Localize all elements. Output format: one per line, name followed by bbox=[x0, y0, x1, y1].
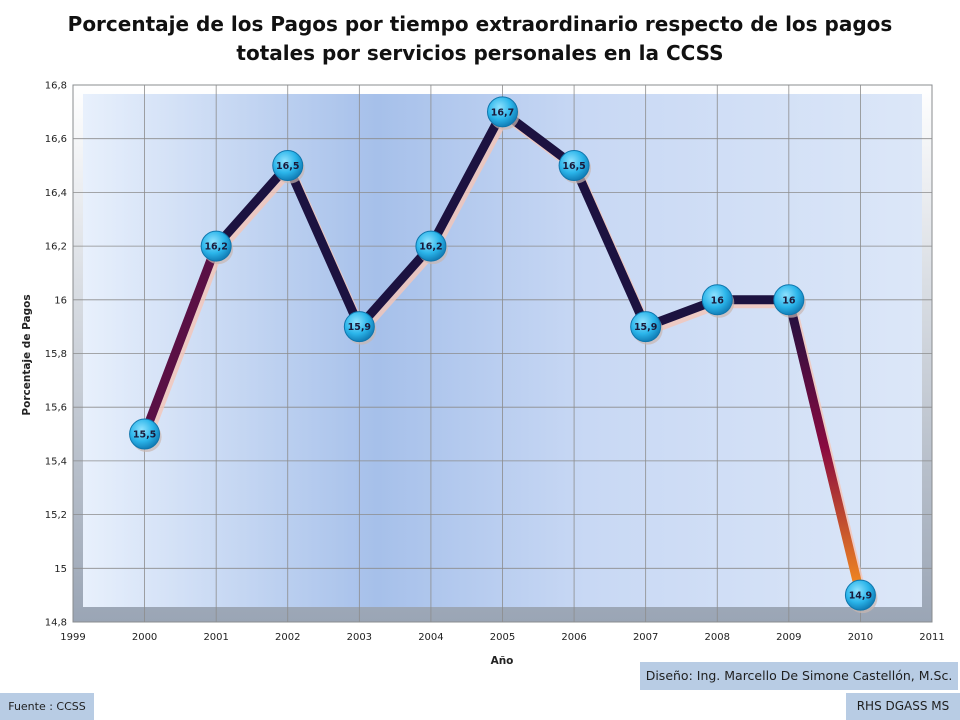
data-label: 16,7 bbox=[491, 107, 514, 118]
data-point bbox=[415, 230, 447, 262]
x-tick-label: 1999 bbox=[60, 632, 85, 643]
x-tick-label: 2002 bbox=[275, 632, 300, 643]
y-tick-label: 15,2 bbox=[45, 510, 67, 521]
line-segment bbox=[283, 161, 364, 332]
line-segment bbox=[140, 241, 221, 439]
y-tick-label: 15,6 bbox=[45, 403, 67, 414]
line-segment bbox=[211, 161, 293, 251]
x-tick-label: 2008 bbox=[705, 632, 730, 643]
data-point bbox=[558, 150, 590, 182]
data-label: 16,2 bbox=[204, 242, 227, 253]
x-tick-label: 2003 bbox=[347, 632, 372, 643]
line-segment bbox=[569, 161, 651, 332]
line-segment bbox=[426, 107, 507, 251]
line-shadow bbox=[429, 111, 510, 255]
data-label: 15,9 bbox=[634, 322, 657, 333]
y-tick-label: 16,2 bbox=[45, 242, 67, 253]
data-point bbox=[487, 96, 518, 128]
y-tick-label: 15,8 bbox=[45, 349, 67, 360]
data-label: 14,9 bbox=[849, 591, 872, 602]
y-tick-label: 15 bbox=[54, 564, 67, 575]
data-label: 16,2 bbox=[419, 242, 442, 253]
data-label: 16 bbox=[711, 295, 725, 306]
line-chart: 14,8 15 15,2 15,4 15,6 15,8 16 16,2 16,4 16,6 16,8… bbox=[21, 81, 945, 668]
x-tick-label: 2009 bbox=[776, 632, 801, 643]
y-tick-label: 14,8 bbox=[45, 618, 67, 629]
y-tick-label: 16,4 bbox=[45, 188, 67, 199]
line-segment bbox=[784, 295, 865, 600]
x-tick-label: 2001 bbox=[203, 632, 228, 643]
data-point bbox=[200, 230, 232, 262]
x-tick-label: 2011 bbox=[919, 632, 944, 643]
y-tick-label: 16 bbox=[54, 295, 67, 306]
data-label: 15,5 bbox=[133, 430, 156, 441]
x-tick-label: 2000 bbox=[132, 632, 157, 643]
x-tick-label: 2004 bbox=[418, 632, 443, 643]
design-credit: Diseño: Ing. Marcello De Simone Castelló… bbox=[640, 662, 958, 690]
data-point bbox=[701, 284, 733, 316]
y-tick-label: 16,6 bbox=[45, 134, 67, 145]
line-shadow bbox=[214, 165, 296, 255]
org-note: RHS DGASS MS bbox=[846, 693, 960, 720]
data-label: 15,9 bbox=[348, 322, 371, 333]
data-point bbox=[343, 311, 375, 343]
y-axis-title: Porcentaje de Pagos bbox=[21, 294, 33, 415]
x-axis-title: Año bbox=[491, 655, 514, 667]
data-label: 16,5 bbox=[562, 161, 585, 172]
x-tick-label: 2010 bbox=[848, 632, 873, 643]
data-point bbox=[129, 418, 161, 450]
data-label: 16 bbox=[782, 295, 796, 306]
data-point bbox=[773, 284, 805, 316]
data-point bbox=[272, 150, 304, 182]
source-note: Fuente : CCSS bbox=[0, 693, 94, 720]
x-tick-label: 2006 bbox=[561, 632, 586, 643]
data-label: 16,5 bbox=[276, 161, 299, 172]
x-tick-label: 2005 bbox=[490, 632, 515, 643]
y-tick-label: 16,8 bbox=[45, 81, 67, 92]
chart-title: Porcentaje de los Pagos por tiempo extra… bbox=[67, 12, 893, 65]
data-point bbox=[630, 311, 662, 343]
x-tick-label: 2007 bbox=[633, 632, 658, 643]
y-tick-label: 15,4 bbox=[45, 456, 67, 467]
line-segment bbox=[354, 241, 436, 332]
data-point bbox=[844, 579, 876, 611]
line-shadow bbox=[357, 245, 439, 336]
